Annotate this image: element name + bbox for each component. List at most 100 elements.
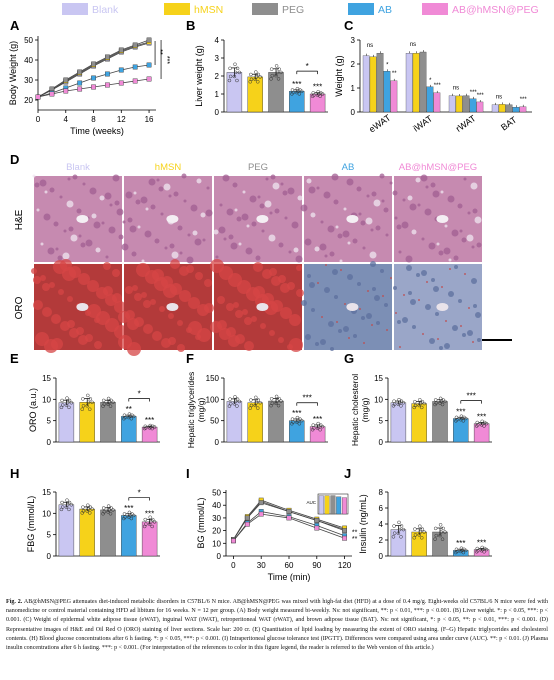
caption-label: Fig. 2. bbox=[6, 599, 23, 605]
data-point bbox=[69, 503, 74, 507]
data-point bbox=[290, 88, 295, 92]
x-tick-label: 0 bbox=[231, 561, 236, 570]
y-tick-label: 0 bbox=[47, 552, 52, 561]
bar-AB bbox=[426, 86, 434, 113]
tissue-texture bbox=[78, 234, 82, 238]
data-point bbox=[318, 423, 323, 427]
data-point bbox=[297, 421, 302, 426]
y-tick-label: 0 bbox=[379, 552, 384, 561]
data-point bbox=[434, 533, 439, 538]
tissue-texture bbox=[471, 278, 477, 284]
data-point bbox=[463, 416, 468, 421]
tissue-texture bbox=[217, 296, 225, 304]
tissue-texture bbox=[396, 224, 402, 230]
tissue-texture bbox=[477, 338, 481, 342]
data-point bbox=[101, 398, 106, 403]
bar-hMSN bbox=[79, 402, 95, 443]
tissue-texture bbox=[233, 302, 239, 308]
tissue-texture bbox=[432, 190, 440, 198]
tissue-texture bbox=[32, 174, 36, 178]
tissue-texture bbox=[206, 186, 210, 190]
significance-label: *** bbox=[520, 97, 528, 103]
series-marker-AB bbox=[132, 64, 138, 70]
data-point bbox=[85, 509, 89, 513]
tissue-texture bbox=[451, 229, 459, 237]
tissue-texture bbox=[308, 186, 316, 194]
data-point bbox=[275, 399, 279, 403]
vessel bbox=[346, 215, 359, 223]
data-point bbox=[391, 535, 396, 539]
tissue-texture bbox=[43, 213, 51, 221]
data-point bbox=[481, 421, 485, 426]
tissue-texture bbox=[192, 230, 198, 236]
tissue-texture bbox=[397, 320, 401, 324]
tissue-texture bbox=[390, 277, 392, 279]
data-point bbox=[60, 403, 65, 407]
tissue-texture bbox=[109, 203, 113, 207]
tissue-texture bbox=[268, 234, 276, 242]
data-point bbox=[255, 406, 260, 410]
tissue-texture bbox=[257, 195, 261, 199]
tissue-texture bbox=[91, 213, 97, 219]
tissue-texture bbox=[177, 320, 183, 326]
tissue-texture bbox=[327, 225, 335, 233]
y-axis-label: Body Weight (g) bbox=[8, 41, 18, 105]
y-tick-label: 100 bbox=[206, 395, 220, 404]
data-point bbox=[86, 503, 90, 507]
y-tick-label: 0 bbox=[217, 552, 222, 561]
tissue-texture bbox=[205, 209, 213, 217]
tissue-texture bbox=[181, 173, 187, 179]
panel-letter-C: C bbox=[344, 18, 354, 33]
tissue-texture bbox=[134, 293, 142, 301]
panel-letter-B: B bbox=[186, 18, 195, 33]
significance-label: *** bbox=[124, 504, 133, 513]
data-point bbox=[107, 400, 111, 405]
legend-label: PEG bbox=[282, 4, 304, 16]
y-tick-label: 2 bbox=[351, 60, 356, 69]
tissue-texture bbox=[242, 190, 246, 194]
data-point bbox=[87, 511, 92, 515]
tissue-texture bbox=[40, 242, 44, 246]
tissue-texture bbox=[462, 333, 466, 337]
tissue-texture bbox=[177, 225, 183, 231]
tissue-texture bbox=[436, 242, 440, 246]
tissue-texture bbox=[55, 247, 59, 251]
series-marker-PEG bbox=[314, 518, 320, 523]
tissue-texture bbox=[168, 194, 172, 198]
data-point bbox=[258, 400, 262, 405]
legend-swatch bbox=[62, 3, 88, 15]
tissue-texture bbox=[386, 329, 388, 331]
tissue-texture bbox=[195, 334, 201, 340]
data-point bbox=[441, 398, 445, 402]
y-tick-label: 50 bbox=[210, 417, 219, 426]
x-tick-label: 60 bbox=[285, 561, 294, 570]
tissue-texture bbox=[342, 230, 350, 238]
data-point bbox=[277, 396, 281, 401]
tissue-texture bbox=[429, 338, 435, 344]
tissue-texture bbox=[472, 208, 478, 214]
tissue-texture bbox=[296, 289, 304, 297]
tissue-texture bbox=[253, 262, 263, 272]
tissue-texture bbox=[116, 208, 124, 216]
data-point bbox=[418, 401, 423, 406]
tissue-texture bbox=[466, 234, 474, 242]
series-marker-AB@hMSN@PEG bbox=[244, 521, 250, 527]
tissue-texture bbox=[114, 301, 126, 313]
tissue-texture bbox=[183, 199, 187, 203]
data-point bbox=[433, 537, 437, 541]
tissue-texture bbox=[218, 226, 226, 234]
data-point bbox=[228, 397, 232, 401]
tissue-texture bbox=[104, 192, 112, 200]
tissue-texture bbox=[145, 207, 149, 211]
data-point bbox=[413, 399, 417, 404]
data-point bbox=[275, 70, 279, 75]
series-marker-PEG bbox=[258, 500, 264, 506]
tissue-texture bbox=[53, 221, 59, 227]
bar-PEG bbox=[505, 104, 513, 113]
panel-letter-E: E bbox=[10, 351, 19, 366]
tissue-texture bbox=[152, 331, 162, 341]
data-point bbox=[237, 399, 242, 404]
tissue-texture bbox=[295, 255, 303, 263]
tissue-texture bbox=[393, 286, 397, 290]
tissue-texture bbox=[409, 203, 417, 211]
